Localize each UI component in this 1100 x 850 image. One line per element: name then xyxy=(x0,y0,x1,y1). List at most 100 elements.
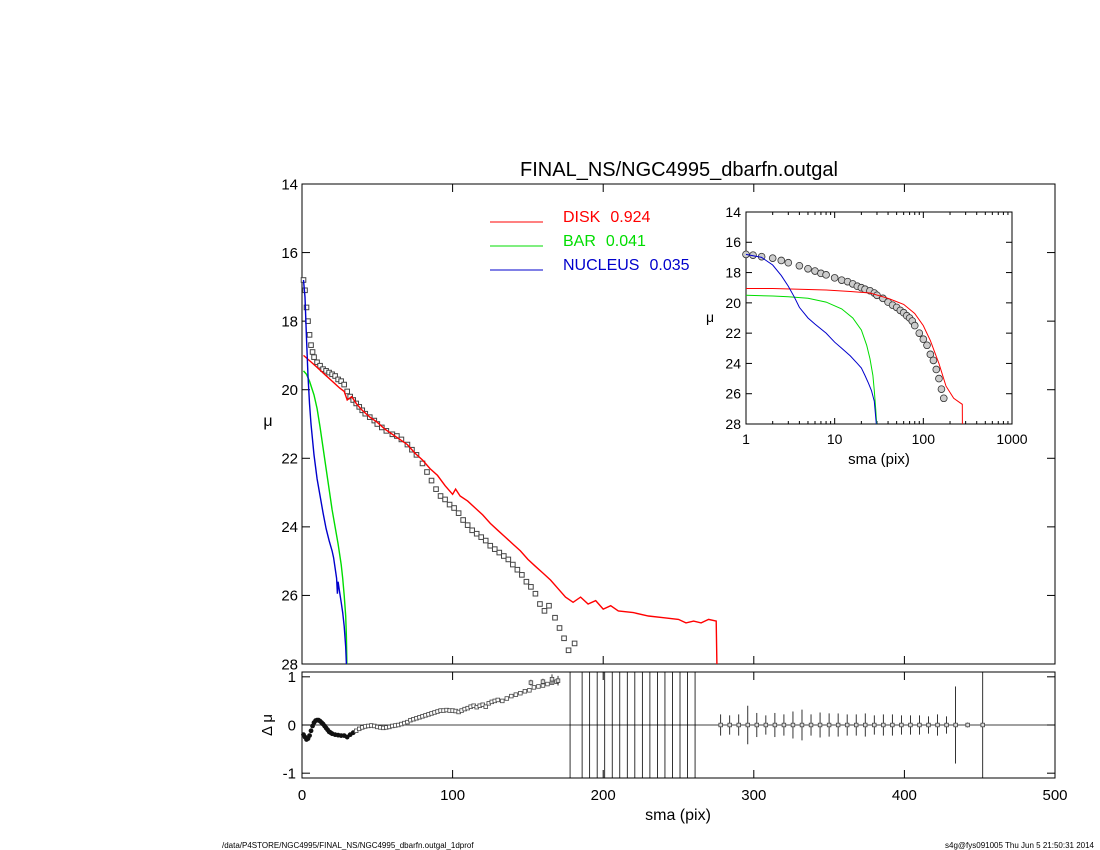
data-point xyxy=(500,698,505,704)
y-axis-label: μ xyxy=(706,309,714,325)
inset-background xyxy=(746,212,1012,424)
inset-log-plot: 1 10 100 1000 14 16 18 20 22 24 26 28 sma (pix) μ xyxy=(706,204,1028,468)
data-point xyxy=(854,722,859,728)
data-point xyxy=(781,722,787,728)
legend-value: 0.924 xyxy=(610,209,650,226)
data-point xyxy=(784,258,793,267)
data-point xyxy=(455,510,462,516)
x-tick-label: 500 xyxy=(1042,787,1067,804)
data-point xyxy=(777,256,786,265)
data-point xyxy=(910,321,919,330)
data-point xyxy=(923,341,931,350)
data-point xyxy=(804,264,812,273)
data-point xyxy=(929,356,938,365)
data-point xyxy=(763,722,769,728)
data-point xyxy=(817,722,823,728)
data-point xyxy=(518,691,523,696)
y-axis-label: μ xyxy=(263,413,272,430)
legend-value: 0.035 xyxy=(649,257,689,274)
data-point xyxy=(308,342,314,348)
data-point xyxy=(754,722,760,728)
data-point xyxy=(937,385,946,393)
main-profile-plot: 14 16 18 20 22 24 26 28 μ xyxy=(263,176,1056,673)
y-tick-label: 14 xyxy=(725,204,741,220)
data-point xyxy=(768,254,777,262)
data-point xyxy=(482,537,489,544)
plot-frame xyxy=(745,211,1013,425)
y-tick-label: 28 xyxy=(281,656,298,673)
data-point xyxy=(718,722,723,728)
data-point xyxy=(745,722,750,728)
data-point xyxy=(433,486,439,492)
data-point xyxy=(428,477,435,484)
legend-entry-disk: DISK 0.924 xyxy=(563,209,650,226)
data-point xyxy=(915,329,924,337)
data-point xyxy=(532,590,539,597)
data-point xyxy=(830,274,839,282)
data-point xyxy=(939,394,948,403)
data-point xyxy=(537,601,543,607)
data-point xyxy=(772,722,778,728)
data-point xyxy=(822,271,830,279)
x-tick-label: 300 xyxy=(741,787,766,804)
data-point xyxy=(531,685,537,690)
series-line-bar xyxy=(302,370,348,665)
data-point xyxy=(314,359,320,366)
x-tick-label: 1000 xyxy=(996,431,1027,447)
y-tick-label: 22 xyxy=(281,451,298,468)
y-tick-label: -1 xyxy=(283,765,296,782)
data-point xyxy=(311,354,317,360)
x-axis-label: sma (pix) xyxy=(848,451,910,468)
legend-label: DISK xyxy=(563,209,601,226)
chart-title: FINAL_NS/NGC4995_dbarfn.outgal xyxy=(520,159,838,181)
data-point xyxy=(919,335,928,344)
data-point xyxy=(451,505,457,511)
y-tick-label: 14 xyxy=(281,176,298,193)
series-line-disk xyxy=(746,288,963,425)
data-point xyxy=(736,722,741,728)
data-point xyxy=(344,388,350,395)
data-point xyxy=(552,614,558,621)
legend: DISK 0.924 BAR 0.041 NUCLEUS 0.035 xyxy=(490,209,690,274)
data-point xyxy=(424,469,430,475)
data-point xyxy=(727,722,732,728)
data-point xyxy=(527,688,532,693)
data-point xyxy=(565,647,572,654)
data-point xyxy=(571,640,578,647)
data-point xyxy=(464,522,471,528)
data-point xyxy=(505,556,512,563)
data-point xyxy=(442,496,448,503)
data-point xyxy=(541,608,548,614)
x-tick-label: 1 xyxy=(742,431,750,447)
data-point xyxy=(446,501,453,508)
data-point xyxy=(317,362,323,369)
y-tick-label: 18 xyxy=(281,313,298,330)
data-point xyxy=(519,572,525,578)
data-point xyxy=(308,728,314,734)
data-point xyxy=(504,696,510,701)
x-axis-label: sma (pix) xyxy=(645,807,711,824)
data-point xyxy=(509,693,514,699)
data-point xyxy=(495,697,500,703)
data-point xyxy=(473,530,480,537)
y-tick-label: 24 xyxy=(281,519,298,536)
series-line-nucleus xyxy=(745,253,877,425)
x-tick-label: 100 xyxy=(440,787,465,804)
x-tick-label: 100 xyxy=(912,431,936,447)
data-point xyxy=(935,722,940,728)
data-point xyxy=(379,424,385,431)
data-point xyxy=(491,546,498,552)
data-point xyxy=(799,722,805,728)
y-tick-label: 16 xyxy=(281,245,298,262)
legend-value: 0.041 xyxy=(606,233,646,250)
data-point xyxy=(437,493,444,499)
data-point xyxy=(303,304,310,311)
y-tick-label: 28 xyxy=(725,416,741,432)
data-point xyxy=(826,722,832,728)
data-point xyxy=(341,381,347,388)
data-point xyxy=(307,733,312,738)
data-point xyxy=(522,689,528,694)
series-line-bar xyxy=(745,294,878,425)
